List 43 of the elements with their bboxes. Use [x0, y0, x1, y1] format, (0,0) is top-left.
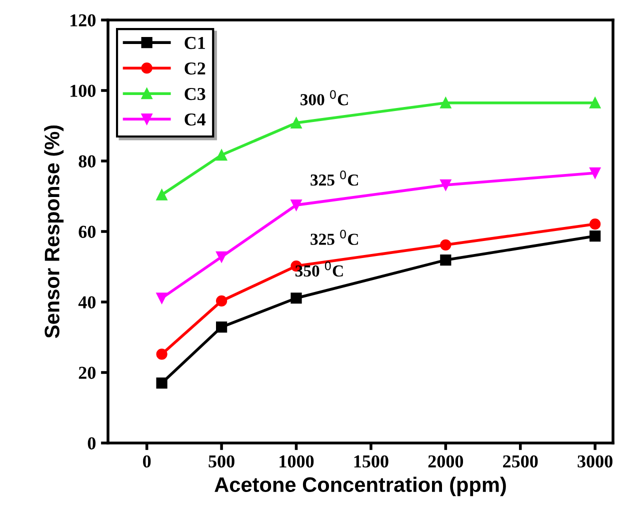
legend-label: C1	[184, 36, 205, 50]
point	[590, 230, 601, 242]
point	[290, 292, 302, 304]
y-axis-title: Sensor Response (%)	[44, 125, 64, 338]
point	[440, 97, 452, 108]
point	[156, 378, 168, 389]
point	[216, 321, 228, 333]
x-tick-label: 3000	[578, 455, 612, 468]
point	[590, 97, 601, 108]
y-tick-label: 20	[78, 366, 96, 379]
x-tick-label: 1000	[280, 455, 314, 468]
point	[440, 254, 452, 266]
point	[216, 149, 228, 161]
legend-label: C4	[184, 113, 206, 126]
x-axis-title: Acetone Concentration (ppm)	[214, 476, 506, 496]
y-tick-label: 80	[78, 155, 96, 168]
point	[216, 251, 228, 262]
point	[440, 239, 452, 250]
annotation: 300 $^{0}$C	[300, 90, 348, 106]
x-tick-label: 0	[143, 455, 151, 468]
annotation: 350 $^{0}$C	[295, 261, 343, 277]
x-tick-label: 2000	[428, 455, 464, 468]
point	[590, 167, 601, 179]
point	[156, 189, 168, 200]
legend-label: C3	[184, 88, 206, 100]
x-tick-label: 1500	[354, 455, 388, 468]
y-tick-label: 100	[70, 84, 96, 97]
annotation: 325 $^{0}$C	[310, 170, 358, 186]
x-tick-label: 2500	[503, 455, 538, 468]
y-tick-label: 120	[70, 14, 96, 26]
point	[440, 179, 452, 191]
legend-label: C2	[184, 62, 206, 75]
annotation: 325 $^{0}$C	[310, 230, 358, 245]
point	[290, 200, 302, 211]
y-tick-label: 60	[78, 226, 96, 238]
point	[156, 348, 168, 360]
point	[590, 218, 601, 230]
x-tick-label: 500	[208, 455, 234, 468]
point	[290, 117, 302, 128]
point	[216, 295, 228, 306]
y-tick-label: 40	[78, 296, 96, 308]
y-tick-label: 0	[88, 437, 96, 450]
point	[156, 292, 168, 304]
